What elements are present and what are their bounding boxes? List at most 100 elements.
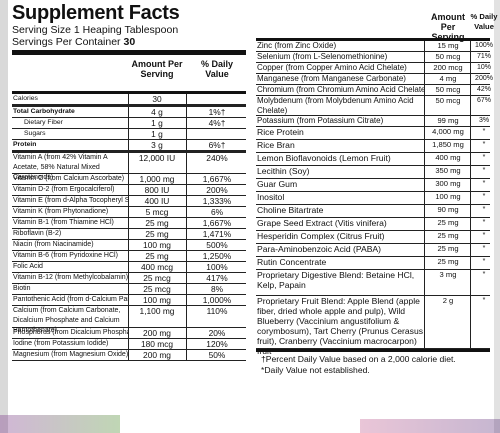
nutrient-amount: 200 mcg xyxy=(433,63,463,72)
nutrient-name: Pantothenic Acid (from d-Calcium Pantoth… xyxy=(13,296,129,303)
nutrient-name: Sugars xyxy=(24,130,46,137)
nutrient-row: Lemon Bioflavonoids (Lemon Fruit) 400 mg * xyxy=(256,153,490,166)
nutrient-row: Riboflavin (B-2) 25 mg 1,471% xyxy=(12,229,246,240)
nutrient-daily-value: 10% xyxy=(476,64,491,71)
nutrient-row: Lecithin (Soy) 350 mg * xyxy=(256,166,490,179)
nutrient-daily-value: 1,667% xyxy=(202,174,232,184)
nutrient-row: Iodine (from Potassium Iodide) 180 mcg 120… xyxy=(12,339,246,350)
nutrient-daily-value: 1,250% xyxy=(202,251,232,261)
nutrient-name: Vitamin E (from d-Alpha Tocopheryl Succi… xyxy=(13,197,129,204)
nutrient-daily-value: * xyxy=(482,206,486,213)
nutrient-amount: 25 mg xyxy=(437,244,459,253)
background-left-edge xyxy=(0,0,8,433)
header-amount: Amount Per Serving xyxy=(131,59,183,79)
nutrient-daily-value: 120% xyxy=(206,339,228,349)
nutrient-daily-value: 417% xyxy=(206,273,228,283)
nutrient-row: Potassium (from Potassium Citrate) 99 mg 3… xyxy=(256,116,490,127)
nutrient-name: Molybdenum (from Molybdenum Amino Acid C… xyxy=(257,96,414,115)
nutrient-daily-value: * xyxy=(482,232,486,239)
nutrient-amount: 2 g xyxy=(442,296,454,305)
nutrient-amount: 4 g xyxy=(151,107,163,117)
nutrient-row: Vitamin B-6 (from Pyridoxine HCl) 25 mg 1,… xyxy=(12,251,246,262)
nutrient-daily-value: * xyxy=(482,297,486,304)
nutrient-daily-value: 110% xyxy=(206,306,228,316)
nutrient-row: Grape Seed Extract (Vitis vinifera) 25 mg… xyxy=(256,218,490,231)
nutrient-amount: 25 mg xyxy=(145,218,169,228)
nutrient-daily-value: 67% xyxy=(476,97,491,104)
nutrient-daily-value: 20% xyxy=(208,328,226,338)
servings-per-container: Servings Per Container 30 xyxy=(8,36,250,48)
nutrient-daily-value: 42% xyxy=(476,86,491,93)
nutrient-name: Chromium (from Chromium Amino Acid Chela… xyxy=(257,85,425,94)
nutrient-daily-value: * xyxy=(482,180,486,187)
nutrient-amount: 1,850 mg xyxy=(432,140,464,149)
nutrient-amount: 5 mcg xyxy=(145,207,169,217)
header-daily-value: % Daily Value xyxy=(200,59,233,79)
nutrient-name: Selenium (from L-Selenomethionine) xyxy=(257,52,388,61)
nutrient-table-right: Zinc (from Zinc Oxide) 15 mg 100% Selenium … xyxy=(256,41,493,356)
nutrient-name: Calcium (from Calcium Carbonate, Dicalci… xyxy=(13,307,121,334)
nutrient-row: Dietary Fiber 1 g 4%† xyxy=(12,118,246,129)
nutrient-name: Proprietary Digestive Blend: Betaine HCl… xyxy=(257,270,415,290)
nutrient-row: Selenium (from L-Selenomethionine) 50 mcg… xyxy=(256,52,491,63)
nutrient-row: Total Carbohydrate 4 g 1%† xyxy=(12,107,246,118)
footnotes: †Percent Daily Value based on a 2,000 ca… xyxy=(256,349,490,378)
nutrient-amount: 400 mg xyxy=(435,153,461,162)
nutrient-name: Total Carbohydrate xyxy=(13,108,75,115)
nutrient-amount: 1,100 mg xyxy=(139,306,175,316)
nutrient-row: Hesperidin Complex (Citrus Fruit) 25 mg * xyxy=(256,231,490,244)
nutrient-daily-value: * xyxy=(482,219,486,226)
nutrient-name: Vitamin A (from 42% Vitamin A Acetate, 5… xyxy=(13,154,108,181)
nutrient-daily-value: * xyxy=(482,167,486,174)
nutrient-amount: 800 IU xyxy=(144,185,170,195)
nutrient-daily-value: * xyxy=(482,141,486,148)
footnote-daily-value: †Percent Daily Value based on a 2,000 ca… xyxy=(261,354,456,364)
nutrient-amount: 90 mg xyxy=(437,205,459,214)
nutrient-row: Protein 3 g 6%† xyxy=(12,140,246,153)
nutrient-amount: 1 g xyxy=(151,129,163,139)
nutrient-amount: 300 mg xyxy=(435,179,461,188)
nutrient-amount: 180 mcg xyxy=(140,339,174,349)
nutrient-row: Calcium (from Calcium Carbonate, Dicalci… xyxy=(12,306,246,334)
nutrient-table-left: Calories 30 Total Carbohydrate 4 g 1%† Dietar… xyxy=(12,94,246,361)
nutrient-amount: 200 mg xyxy=(143,350,171,360)
nutrient-daily-value: 50% xyxy=(208,350,226,360)
nutrient-amount: 4 mg xyxy=(439,74,457,83)
nutrient-daily-value: 200% xyxy=(475,75,493,82)
column-header: Amount Per Serving % Daily Value xyxy=(12,55,246,94)
nutrient-name: Proprietary Fruit Blend: Apple Blend (ap… xyxy=(257,296,424,356)
nutrient-daily-value: 6% xyxy=(210,207,224,217)
nutrient-row: Calories 30 xyxy=(12,94,246,107)
divider-thick xyxy=(12,50,246,55)
nutrient-row: Inositol 100 mg * xyxy=(256,192,490,205)
column-divider xyxy=(424,41,425,349)
nutrient-row: Choline Bitartrate 90 mg * xyxy=(256,205,490,218)
serving-size: Serving Size 1 Heaping Tablespoon xyxy=(12,24,179,36)
supplement-facts-left-panel: Supplement Facts Serving Size 1 Heaping … xyxy=(8,0,250,361)
nutrient-row: Rice Protein 4,000 mg * xyxy=(256,127,490,140)
background-bottom-left xyxy=(0,415,120,433)
nutrient-amount: 100 mg xyxy=(435,192,461,201)
nutrient-name: Niacin (from Niacinamide) xyxy=(13,241,94,248)
nutrient-name: Phosphorus (from Dicalcium Phosphate) xyxy=(13,329,129,336)
nutrient-daily-value: 240% xyxy=(206,153,228,163)
header-daily-value: % Daily Value xyxy=(470,12,498,31)
nutrient-row: Vitamin K (from Phytonadione) 5 mcg 6% xyxy=(12,207,246,218)
supplement-facts-right-panel: Amount Per Serving % Daily Value Zinc (f… xyxy=(252,0,498,378)
nutrient-row: Manganese (from Manganese Carbonate) 4 mg… xyxy=(256,74,493,85)
nutrient-row: Rice Bran 1,850 mg * xyxy=(256,140,490,153)
servings-per-container-value: 30 xyxy=(123,36,136,48)
nutrient-amount: 50 mcg xyxy=(435,96,461,105)
nutrient-row: Guar Gum 300 mg * xyxy=(256,179,490,192)
nutrient-daily-value: 500% xyxy=(206,240,228,250)
nutrient-row: Vitamin B-12 (from Methylcobalamin) 25 mc… xyxy=(12,273,246,284)
nutrient-amount: 1,000 mg xyxy=(139,174,175,184)
column-divider xyxy=(470,41,471,349)
nutrient-amount: 25 mg xyxy=(145,229,169,239)
nutrient-row: Vitamin E (from d-Alpha Tocopheryl Succi… xyxy=(12,196,246,207)
nutrient-row: Vitamin D-2 (from Ergocalciferol) 800 IU 2… xyxy=(12,185,246,196)
nutrient-amount: 50 mcg xyxy=(435,52,461,61)
nutrient-row: Para-Aminobenzoic Acid (PABA) 25 mg * xyxy=(256,244,490,257)
nutrient-name: Zinc (from Zinc Oxide) xyxy=(257,41,337,50)
nutrient-amount: 3 mg xyxy=(439,270,457,279)
